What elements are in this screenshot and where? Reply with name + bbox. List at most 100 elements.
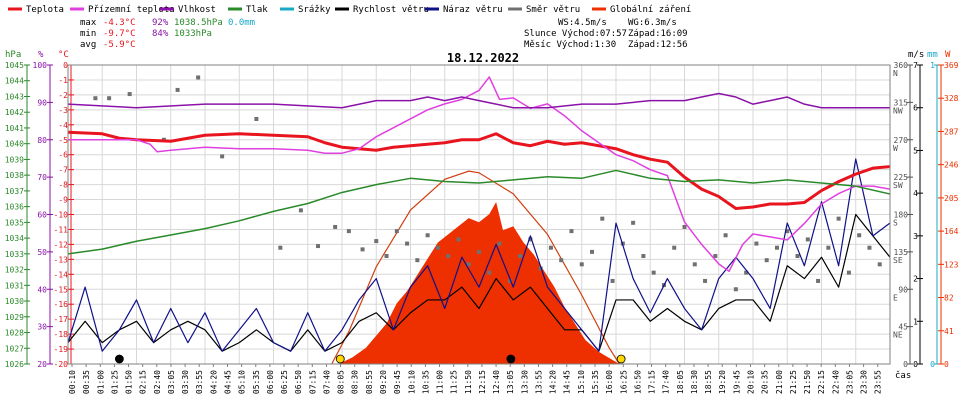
wind-direction-point (857, 233, 862, 238)
legend-label: Rychlost větru (353, 5, 429, 15)
marker-moonrise (114, 354, 124, 364)
stat-min-press: 1033hPa (174, 29, 212, 39)
x-tick-label: 06:50 (294, 370, 303, 394)
axis-direction-compass: N (893, 69, 898, 78)
x-tick-label: 00:35 (82, 370, 91, 394)
axis-celsius-tick-label: -15 (54, 285, 69, 294)
wind-direction-point (785, 229, 790, 234)
legend-label: Přízemní teplota (88, 5, 175, 15)
axis-hpa-tick-label: 1044 (5, 77, 24, 86)
radiation-theoretical-line (331, 170, 620, 365)
axis-wm2-tick-label: 246 (944, 161, 959, 170)
x-tick-label: 04:45 (223, 370, 232, 394)
wind-direction-point (846, 270, 851, 275)
stat-max-label: max (80, 18, 97, 28)
axis-direction-tick-label: 0 (903, 360, 908, 369)
axis-percent-tick-label: 80 (37, 136, 47, 145)
wind-direction-point (703, 278, 708, 283)
axis-ms-tick-label: 4 (913, 189, 918, 198)
axis-celsius-tick-label: -19 (54, 345, 69, 354)
x-tick-label: 14:45 (563, 370, 572, 394)
x-tick-label: 01:25 (110, 370, 119, 394)
x-tick-label: 18:30 (690, 370, 699, 394)
wind-direction-point (559, 258, 564, 263)
x-tick-label: 01:00 (96, 370, 105, 394)
x-tick-label: 02:40 (153, 370, 162, 394)
wind-speed-line (67, 213, 891, 352)
legend-label: Globální záření (610, 5, 691, 15)
axis-celsius-tick-label: -6 (58, 151, 68, 160)
wind-direction-point (175, 87, 180, 92)
wind-direction-point (744, 270, 749, 275)
x-tick-label: 21:00 (775, 370, 784, 394)
axis-celsius-tick-label: -4 (58, 121, 68, 130)
wind-direction-point (466, 262, 471, 267)
axis-direction-tick-label: 225 (894, 173, 909, 182)
wind-direction-point (278, 245, 283, 250)
stat-avg-temp: -5.9°C (103, 40, 136, 50)
axis-celsius-tick-label: -2 (58, 91, 68, 100)
stat-max-rain: 0.0mm (228, 18, 255, 28)
x-tick-label: 12:15 (478, 370, 487, 394)
info-sun-rise: Slunce Východ:07:57 (524, 29, 627, 39)
x-tick-label: 08:30 (351, 370, 360, 394)
axis-celsius-tick-label: -12 (54, 240, 69, 249)
stat-avg-label: avg (80, 40, 96, 50)
wind-direction-point (548, 245, 553, 250)
axis-wm2-tick-label: 41 (944, 327, 954, 336)
axis-ms-tick-label: 6 (913, 104, 918, 113)
axis-percent-tick-label: 40 (37, 285, 47, 294)
wind-direction-point (518, 254, 523, 259)
axis-hpa-tick-label: 1040 (5, 140, 24, 149)
x-tick-label: 17:15 (648, 370, 657, 394)
x-tick-label: 20:10 (747, 370, 756, 394)
axis-wm2-tick-label: 369 (944, 61, 959, 70)
axis-direction-tick-label: 315 (894, 98, 909, 107)
wind-direction-point (651, 270, 656, 275)
axis-percent-tick-label: 100 (33, 61, 48, 70)
axis-hpa-tick-label: 1038 (5, 171, 24, 180)
wind-direction-point (816, 278, 821, 283)
axis-wm2-tick-label: 287 (944, 127, 959, 136)
stat-min-hum: 84% (152, 29, 169, 39)
axis-celsius-tick-label: -20 (54, 360, 69, 369)
x-tick-label: 03:55 (195, 370, 204, 394)
axis-unit-wm2: W (945, 50, 951, 60)
axis-hpa-tick-label: 1034 (5, 234, 24, 243)
stats-block: max -4.3°C 92% 1038.5hPa 0.0mm min -9.7°… (80, 18, 255, 50)
wind-direction-point (333, 224, 338, 229)
axis-direction-compass: SE (893, 256, 903, 265)
x-tick-label: 16:50 (633, 370, 642, 394)
wind-direction-point (867, 245, 872, 250)
wind-direction-point (107, 96, 112, 101)
axis-percent-tick-label: 20 (37, 360, 47, 369)
x-tick-label: 05:10 (238, 370, 247, 394)
axis-wm2-tick-label: 205 (944, 194, 959, 203)
wind-direction-point (346, 229, 351, 234)
wind-direction-point (836, 216, 841, 221)
axis-percent-tick-label: 60 (37, 211, 47, 220)
wind-direction-point (415, 258, 420, 263)
axis-hpa-tick-label: 1027 (5, 344, 24, 353)
wind-direction-point (774, 245, 779, 250)
series-line-press (67, 169, 891, 255)
axis-mm-tick-label: 0 (930, 360, 935, 369)
x-tick-label: 15:10 (577, 370, 586, 394)
info-moon-set: Západ:12:56 (628, 40, 688, 50)
axis-celsius-tick-label: -5 (58, 136, 68, 145)
axis-unit-mm: mm (927, 50, 938, 60)
axis-percent-tick-label: 30 (37, 323, 47, 332)
wind-direction-point (394, 229, 399, 234)
axis-celsius-tick-label: -1 (58, 76, 68, 85)
series-layer (67, 75, 891, 352)
x-tick-label: 10:35 (421, 370, 430, 394)
x-tick-label: 23:55 (874, 370, 883, 394)
axis-ms-tick-label: 2 (913, 275, 918, 284)
x-tick-label: 16:25 (619, 370, 628, 394)
axis-mm-tick-label: 1 (930, 61, 935, 70)
axis-celsius-tick-label: -10 (54, 211, 69, 220)
wind-direction-point (754, 241, 759, 246)
x-tick-label: 01:50 (125, 370, 134, 394)
axis-hpa-tick-label: 1030 (5, 297, 24, 306)
stat-max-hum: 92% (152, 18, 169, 28)
